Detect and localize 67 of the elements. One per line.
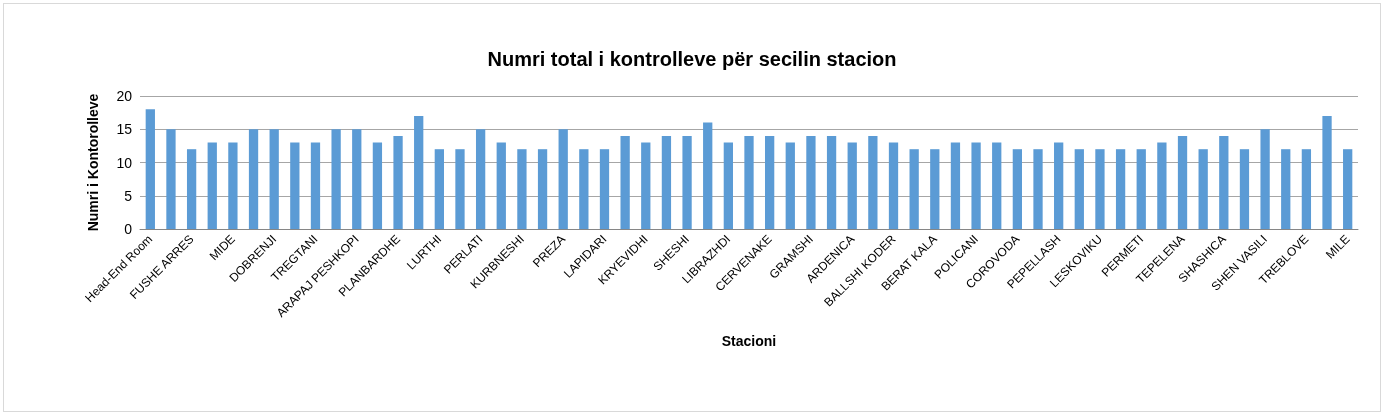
bar [641,142,651,229]
bar [248,129,259,229]
bar [950,142,961,229]
bar [1157,142,1167,229]
bar [372,142,383,229]
bar [1115,149,1126,229]
bar [868,135,878,229]
bar [331,129,341,229]
bar [682,135,692,229]
bar [1343,149,1353,229]
bar [414,115,424,229]
bar [930,149,940,229]
bar [1012,149,1023,229]
bar [888,142,899,229]
bar [661,135,672,229]
bar [971,142,981,229]
y-tick-label: 20 [116,88,133,104]
bar [1322,115,1332,229]
bar [145,109,155,229]
bar [992,142,1002,229]
y-tick-label: 10 [116,154,133,171]
bar [496,142,506,229]
y-axis-title: Numri i Kontorolleve [85,93,101,232]
bar [1301,149,1312,229]
bar [393,135,403,229]
bar [186,149,197,229]
x-axis-title: Stacioni [721,333,777,349]
bar [785,142,795,229]
bar [558,129,568,229]
bar [310,142,321,229]
y-tick-label: 5 [124,187,133,204]
bar [826,135,837,229]
bar [1136,149,1146,229]
chart-title: Numri total i kontrolleve për secilin stacion [487,48,897,70]
bar [1074,149,1084,229]
bar [620,135,630,229]
bar [806,135,816,229]
bar [765,135,775,229]
bar [352,129,362,229]
bar [434,149,444,229]
bar [207,142,217,229]
bar [166,129,176,229]
bar [579,149,589,229]
bar [455,149,465,229]
bar [537,149,548,229]
bar [1095,149,1105,229]
bar [269,129,279,229]
bar [1033,149,1043,229]
bar [1239,149,1250,229]
bar [517,149,527,229]
y-tick-label: 15 [116,121,133,138]
bar [744,135,754,229]
y-tick-label: 0 [124,221,133,237]
bar [723,142,733,229]
bar [228,142,238,229]
bar [475,129,486,229]
bar [1219,135,1229,229]
bar [290,142,300,229]
bar [1054,142,1064,229]
bar [1177,135,1188,229]
bar [599,149,610,229]
bar [703,122,713,229]
bar [847,142,857,229]
bar [1281,149,1291,229]
bar [909,149,919,229]
bar [1198,149,1208,229]
bar [1260,129,1270,229]
